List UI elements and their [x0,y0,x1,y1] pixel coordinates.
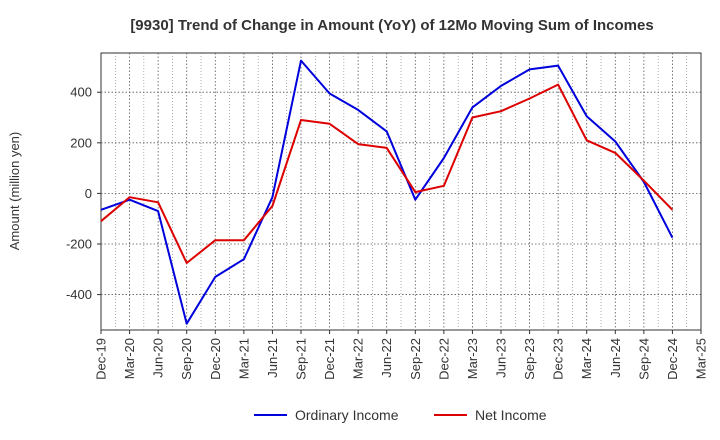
y-tick-label: -200 [66,236,92,251]
series-layer [100,59,674,325]
x-tick-label: Mar-20 [122,338,137,379]
x-tick-label: Sep-24 [636,338,651,380]
legend: Ordinary Income Net Income [254,407,547,423]
x-tick-label: Sep-23 [522,338,537,380]
x-tick-label: Dec-19 [94,338,109,380]
series-line-ordinary-income [100,59,674,325]
x-tick-label: Mar-22 [351,338,366,379]
y-tick-label: 400 [70,85,92,100]
x-tick-label: Dec-22 [436,338,451,380]
y-tick-label: 200 [70,135,92,150]
x-tick-label: Mar-23 [465,338,480,379]
series-line-net-income [100,83,674,264]
x-tick-label: Sep-22 [408,338,423,380]
legend-label: Ordinary Income [295,407,399,423]
x-tick-label: Jun-22 [379,338,394,378]
legend-label: Net Income [475,407,547,423]
x-tick-label: Jun-23 [494,338,509,378]
x-tick-label: Mar-21 [236,338,251,379]
y-axis-label: Amount (million yen) [7,132,22,251]
x-tick-label: Mar-24 [579,338,594,379]
x-tick-label: Jun-21 [265,338,280,378]
x-tick-label: Jun-20 [151,338,166,378]
x-tick-label: Dec-20 [208,338,223,380]
y-tick-label: 0 [85,186,92,201]
x-tick-label: Mar-25 [694,338,709,379]
y-axis-ticks: 400 200 0 -200 -400 [66,85,101,302]
x-tick-label: Dec-24 [665,338,680,380]
chart-title: [9930] Trend of Change in Amount (YoY) o… [130,17,653,34]
x-tick-label: Jun-24 [608,338,623,378]
grid [101,53,701,330]
x-tick-label: Sep-20 [179,338,194,380]
x-tick-label: Dec-23 [551,338,566,380]
y-tick-label: -400 [66,287,92,302]
x-tick-label: Sep-21 [294,338,309,380]
x-axis-ticks: Dec-19 Mar-20 Jun-20 Sep-20 Dec-20 Mar-21 Jun-… [94,330,709,380]
x-tick-label: Dec-21 [322,338,337,380]
